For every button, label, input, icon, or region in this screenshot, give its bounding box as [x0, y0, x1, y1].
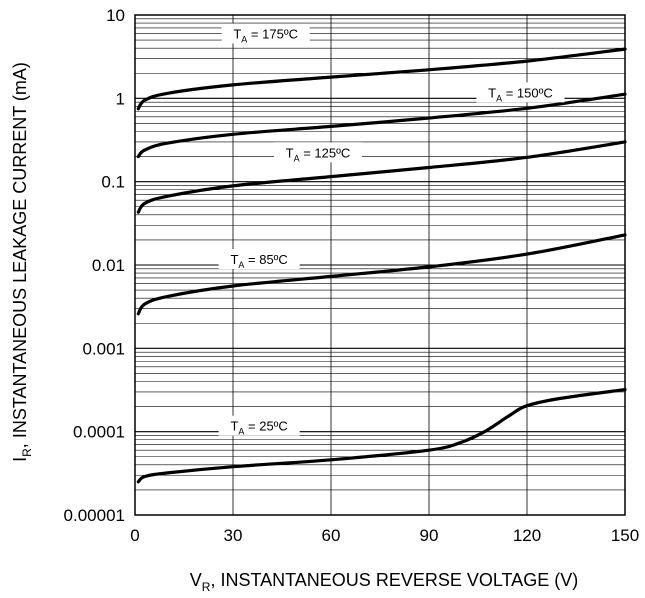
series-line: [136, 140, 627, 214]
tick-labels: 0 30 60 90 120 150 0.00001 0.0001 0.001 0.01 0.1 1 1…: [64, 6, 640, 545]
series-lines: [136, 47, 627, 484]
x-tick-label: 0: [130, 526, 139, 545]
y-tick-label: 0.00001: [64, 506, 125, 525]
series-line: [136, 47, 627, 111]
series-line: [136, 388, 627, 484]
x-tick-label: 90: [420, 526, 439, 545]
x-tick-label: 30: [224, 526, 243, 545]
series-label: TA = 125ºC: [286, 145, 351, 163]
y-tick-label: 0.001: [82, 339, 125, 358]
series-label-background: [476, 82, 565, 103]
y-tick-label: 0.01: [92, 256, 125, 275]
x-tick-label: 60: [322, 526, 341, 545]
y-tick-label: 0.0001: [73, 423, 125, 442]
series-labels: TA = 175ºC TA = 150ºC TA = 125ºC TA = 85ºC T…: [218, 23, 565, 437]
y-tick-label: 10: [106, 6, 125, 25]
x-axis-title: VR, INSTANTANEOUS REVERSE VOLTAGE (V): [190, 570, 578, 594]
series-label: TA = 85ºC: [230, 252, 287, 270]
series-label: TA = 175ºC: [233, 26, 298, 44]
series-label-background: [221, 23, 310, 44]
series-line: [136, 233, 627, 316]
series-label: TA = 150ºC: [488, 85, 553, 103]
series-label-background: [218, 249, 300, 270]
series-line: [136, 92, 627, 159]
y-tick-label: 0.1: [101, 173, 125, 192]
series-label: TA = 25ºC: [230, 419, 287, 437]
plot-frame: [134, 14, 626, 516]
series-label-background: [273, 142, 362, 163]
y-axis-title: IR, INSTANTANEOUS LEAKAGE CURRENT (mA): [10, 62, 34, 462]
series-label-background: [218, 415, 300, 436]
x-tick-label: 150: [611, 526, 639, 545]
x-tick-label: 120: [513, 526, 541, 545]
y-tick-label: 1: [116, 89, 125, 108]
